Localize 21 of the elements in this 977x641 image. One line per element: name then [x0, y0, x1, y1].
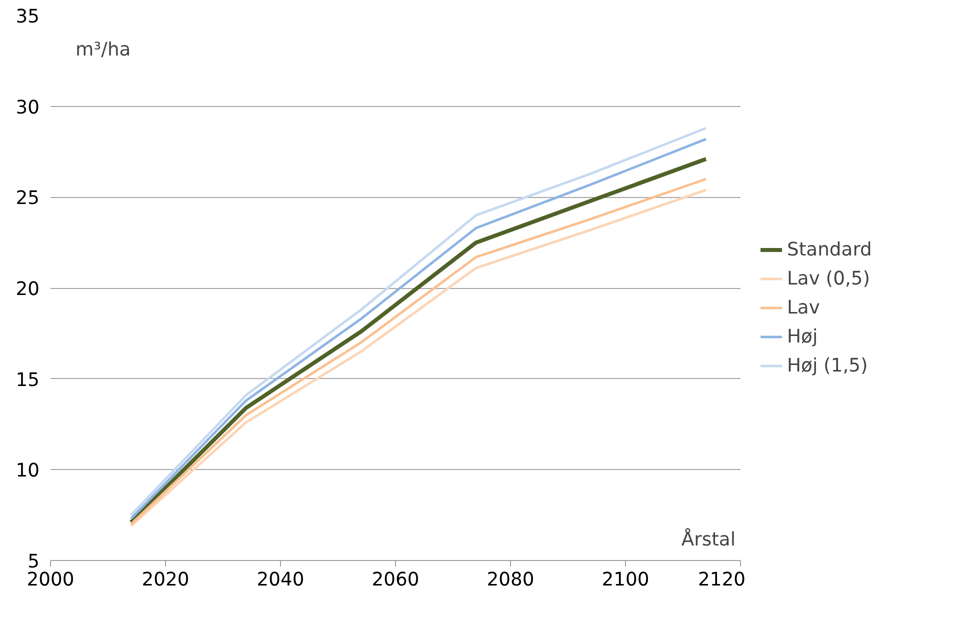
legend-label: Høj (1,5)	[787, 355, 868, 376]
legend-label: Lav (0,5)	[787, 268, 870, 289]
legend-label: Høj	[787, 326, 818, 347]
y-axis-title: m³/ha	[76, 40, 131, 60]
y-tick-label: 5	[28, 552, 40, 572]
x-tick-label: 2020	[142, 570, 190, 590]
x-tick-label: 2000	[26, 570, 74, 590]
y-tick-label: 10	[16, 460, 40, 482]
legend-label: Lav	[787, 297, 820, 318]
x-axis-title: Årstal	[681, 528, 736, 550]
y-tick-label: 30	[16, 97, 40, 118]
x-tick-label: 2120	[698, 570, 746, 590]
x-tick-label: 2080	[486, 570, 534, 590]
x-tick-label: 2060	[372, 570, 420, 590]
x-tick-label: 2040	[256, 570, 304, 590]
y-tick-label: 25	[16, 188, 40, 210]
y-tick-label: 15	[16, 370, 40, 391]
legend-label: Standard	[787, 239, 872, 260]
x-tick-label: 2100	[602, 570, 650, 590]
y-tick-label: 20	[16, 279, 40, 300]
y-tick-label: 35	[16, 6, 40, 28]
